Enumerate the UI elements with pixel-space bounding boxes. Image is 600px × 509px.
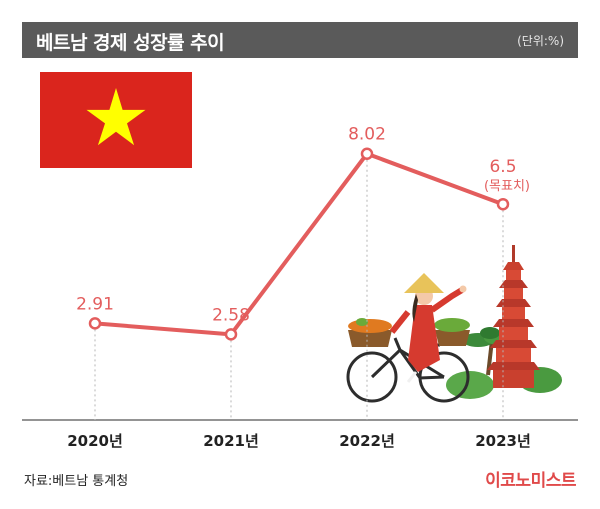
x-tick-label: 2021년	[203, 432, 259, 450]
source-note: 자료:베트남 통계청	[24, 474, 129, 489]
vietnam-flag-icon	[40, 72, 192, 168]
series-line	[94, 151, 504, 337]
data-point	[224, 328, 238, 341]
chart-title: 베트남 경제 성장률 추이	[36, 32, 225, 54]
title-bar: 베트남 경제 성장률 추이 (단위:%)	[22, 22, 578, 58]
x-tick-label: 2020년	[67, 432, 123, 450]
unit-label: (단위:%)	[517, 34, 564, 48]
cyclist-woman-illustration	[346, 245, 562, 403]
data-label: 2.58	[212, 305, 250, 325]
x-tick-label: 2023년	[475, 432, 531, 450]
data-point	[360, 147, 374, 160]
data-label: 2.91	[76, 294, 114, 314]
data-label: 8.02	[348, 125, 386, 145]
data-point	[496, 197, 510, 211]
data-point	[88, 317, 102, 330]
pagoda-illustration	[487, 245, 540, 388]
brand-logo: 이코노미스트	[485, 471, 576, 491]
data-label: 6.5	[489, 157, 516, 177]
x-tick-label: 2022년	[339, 432, 395, 450]
annotation-label: (목표치)	[484, 179, 530, 194]
